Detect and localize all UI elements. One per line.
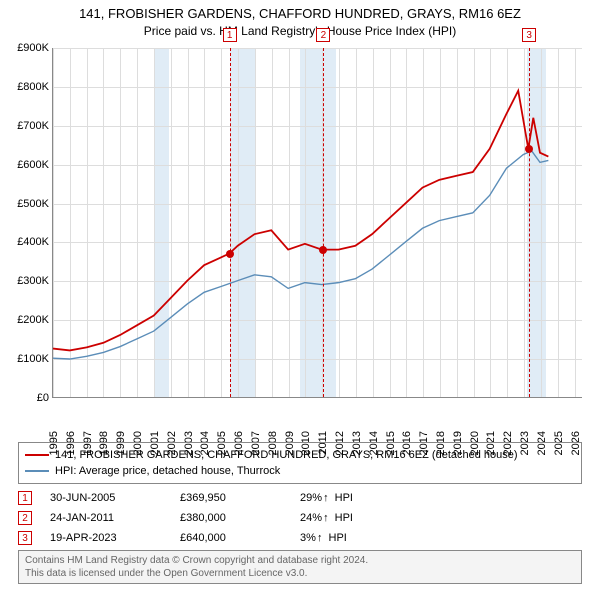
legend-swatch (25, 470, 49, 472)
sale-row-marker: 3 (18, 531, 32, 545)
sale-date: 24-JAN-2011 (50, 512, 180, 524)
sale-marker-line (529, 48, 530, 397)
sale-delta: 24% ↑ HPI (300, 512, 353, 524)
sale-row: 3 19-APR-2023£640,0003% ↑ HPI (18, 528, 582, 548)
series-line-hpi (53, 151, 548, 359)
y-axis-tick-label: £500K (17, 198, 53, 210)
arrow-up-icon: ↑ (314, 532, 326, 544)
sale-price: £380,000 (180, 512, 300, 524)
sale-row-marker: 2 (18, 511, 32, 525)
legend-label: 141, FROBISHER GARDENS, CHAFFORD HUNDRED… (55, 449, 518, 461)
sale-marker-flag: 3 (522, 28, 536, 42)
legend-swatch (25, 454, 49, 456)
sale-marker-dot (226, 250, 234, 258)
y-axis-tick-label: £400K (17, 236, 53, 248)
plot-frame: 123 £0£100K£200K£300K£400K£500K£600K£700… (52, 48, 582, 398)
arrow-up-icon: ↑ (320, 512, 332, 524)
chart-title: 141, FROBISHER GARDENS, CHAFFORD HUNDRED… (0, 0, 600, 23)
y-axis-tick-label: £600K (17, 159, 53, 171)
sale-marker-flag: 2 (316, 28, 330, 42)
sale-date: 30-JUN-2005 (50, 492, 180, 504)
chart-subtitle: Price paid vs. HM Land Registry's House … (0, 23, 600, 38)
sale-delta-pct: 24% (300, 512, 322, 524)
legend-row: 141, FROBISHER GARDENS, CHAFFORD HUNDRED… (25, 447, 575, 463)
sale-marker-dot (319, 246, 327, 254)
footer-line-1: Contains HM Land Registry data © Crown c… (25, 554, 575, 567)
line-series-layer (53, 48, 582, 397)
legend: 141, FROBISHER GARDENS, CHAFFORD HUNDRED… (18, 442, 582, 484)
sale-delta-suffix: HPI (335, 492, 353, 504)
sale-delta: 29% ↑ HPI (300, 492, 353, 504)
sale-delta-suffix: HPI (335, 512, 353, 524)
series-line-property (53, 91, 548, 351)
sale-row: 2 24-JAN-2011£380,00024% ↑ HPI (18, 508, 582, 528)
legend-row: HPI: Average price, detached house, Thur… (25, 463, 575, 479)
sale-delta-pct: 29% (300, 492, 322, 504)
y-axis-tick-label: £0 (37, 392, 53, 404)
sale-row: 1 30-JUN-2005£369,95029% ↑ HPI (18, 488, 582, 508)
sale-marker-dot (525, 145, 533, 153)
y-axis-tick-label: £800K (17, 81, 53, 93)
attribution-footer: Contains HM Land Registry data © Crown c… (18, 550, 582, 584)
y-axis-tick-label: £700K (17, 120, 53, 132)
arrow-up-icon: ↑ (320, 492, 332, 504)
sale-delta-suffix: HPI (329, 532, 347, 544)
sale-date: 19-APR-2023 (50, 532, 180, 544)
sale-price: £640,000 (180, 532, 300, 544)
sale-marker-line (323, 48, 324, 397)
chart-container: 141, FROBISHER GARDENS, CHAFFORD HUNDRED… (0, 0, 600, 590)
sale-marker-flag: 1 (223, 28, 237, 42)
y-axis-tick-label: £900K (17, 42, 53, 54)
y-axis-tick-label: £100K (17, 353, 53, 365)
sale-row-marker: 1 (18, 491, 32, 505)
chart-plot-area: 123 £0£100K£200K£300K£400K£500K£600K£700… (52, 48, 582, 398)
sale-marker-line (230, 48, 231, 397)
footer-line-2: This data is licensed under the Open Gov… (25, 567, 575, 580)
sale-delta: 3% ↑ HPI (300, 532, 347, 544)
y-axis-tick-label: £200K (17, 314, 53, 326)
sales-table: 1 30-JUN-2005£369,95029% ↑ HPI 2 24-JAN-201… (18, 488, 582, 548)
y-axis-tick-label: £300K (17, 275, 53, 287)
legend-label: HPI: Average price, detached house, Thur… (55, 465, 280, 477)
sale-price: £369,950 (180, 492, 300, 504)
